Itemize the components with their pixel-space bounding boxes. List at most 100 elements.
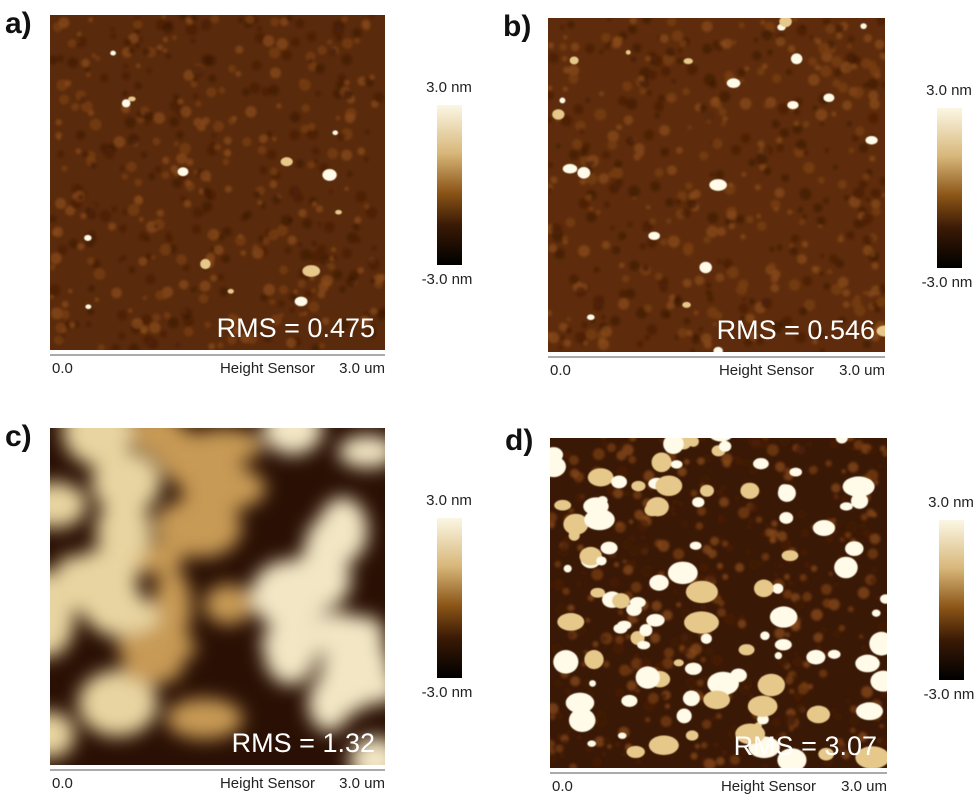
particle [589, 680, 597, 687]
texture-dot [601, 752, 607, 757]
texture-dot [610, 315, 621, 327]
texture-dot [55, 322, 67, 334]
particle [637, 640, 651, 650]
texture-dot [704, 646, 714, 656]
texture-dot [555, 744, 564, 753]
texture-dot [270, 17, 280, 27]
texture-dot [733, 494, 741, 501]
texture-dot [706, 119, 711, 124]
texture-dot [651, 600, 662, 611]
particle [562, 163, 578, 174]
texture-dot [847, 461, 859, 473]
texture-dot [145, 236, 151, 242]
texture-dot [217, 341, 224, 349]
texture-dot [679, 633, 689, 642]
texture-dot [258, 235, 265, 242]
texture-dot [585, 329, 597, 340]
texture-dot [709, 97, 720, 108]
texture-dot [780, 470, 787, 477]
particle [823, 93, 835, 102]
particle [584, 649, 604, 670]
texture-dot [838, 745, 847, 753]
texture-dot [295, 159, 304, 168]
texture-dot [716, 258, 722, 265]
texture-dot [172, 178, 183, 189]
texture-dot [740, 234, 746, 240]
texture-dot [744, 66, 750, 72]
texture-dot [184, 179, 192, 187]
texture-dot [600, 314, 606, 320]
axis-start: 0.0 [550, 362, 571, 379]
texture-dot [575, 580, 583, 588]
texture-dot [808, 74, 820, 86]
texture-dot [89, 118, 102, 131]
texture-dot [813, 328, 825, 340]
particle [648, 735, 679, 756]
texture-dot [618, 232, 627, 241]
texture-dot [319, 342, 326, 349]
texture-dot [218, 86, 226, 94]
texture-dot [747, 458, 753, 464]
texture-dot [871, 199, 881, 209]
texture-dot [643, 129, 655, 141]
texture-dot [126, 161, 137, 173]
texture-dot [879, 51, 885, 60]
texture-dot [555, 711, 563, 720]
texture-dot [774, 187, 785, 198]
particle [644, 503, 661, 517]
texture-dot [176, 254, 187, 265]
texture-dot [757, 140, 765, 148]
texture-dot [761, 531, 767, 538]
texture-dot [159, 243, 172, 256]
texture-dot [56, 135, 61, 141]
texture-dot [286, 337, 297, 348]
texture-dot [186, 158, 194, 166]
texture-dot [694, 275, 705, 286]
domain [317, 497, 368, 564]
texture-dot [788, 279, 801, 291]
texture-dot [831, 111, 837, 117]
texture-dot [703, 676, 709, 682]
texture-dot [863, 529, 872, 538]
texture-dot [650, 181, 661, 192]
texture-dot [866, 469, 879, 482]
texture-dot [814, 326, 820, 332]
texture-dot [825, 23, 835, 34]
texture-dot [612, 36, 622, 47]
texture-dot [272, 136, 277, 142]
texture-dot [730, 144, 742, 155]
texture-dot [564, 688, 572, 695]
texture-dot [792, 674, 799, 681]
texture-dot [855, 729, 862, 736]
particle [648, 231, 660, 241]
texture-dot [818, 669, 828, 678]
texture-dot [726, 210, 737, 221]
texture-dot [163, 312, 171, 319]
particle [553, 650, 579, 674]
texture-dot [65, 205, 76, 216]
texture-dot [739, 97, 752, 110]
texture-dot [183, 326, 194, 337]
texture-dot [134, 195, 142, 203]
texture-dot [776, 143, 785, 153]
texture-dot [344, 112, 356, 124]
texture-dot [86, 209, 97, 220]
texture-dot [222, 227, 232, 237]
texture-dot [295, 18, 305, 29]
texture-dot [190, 286, 197, 293]
texture-dot [175, 342, 180, 347]
texture-dot [352, 223, 361, 231]
texture-dot [777, 103, 790, 115]
axis-start: 0.0 [552, 778, 573, 795]
texture-dot [770, 199, 781, 210]
texture-dot [672, 548, 685, 560]
texture-dot [772, 718, 781, 727]
texture-dot [64, 79, 72, 87]
texture-dot [862, 340, 871, 349]
texture-dot [706, 295, 715, 303]
texture-dot [323, 221, 335, 233]
texture-dot [131, 317, 143, 329]
texture-dot [574, 480, 579, 485]
particle [726, 78, 741, 88]
particle [552, 109, 565, 120]
